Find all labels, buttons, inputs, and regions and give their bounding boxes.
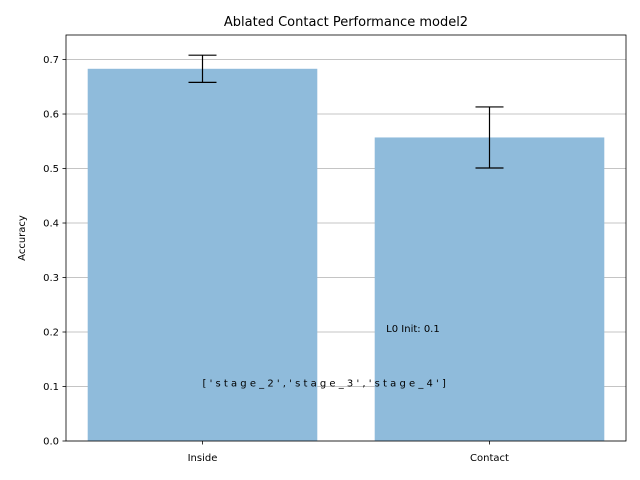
annotation-text: L0 Init: 0.1	[386, 324, 440, 335]
error-bars	[188, 54, 504, 169]
y-tick-label: 0.1	[43, 382, 59, 393]
y-axis-ticks: 0.0 0.1 0.2 0.3 0.4 0.5 0.6 0.7	[43, 55, 66, 448]
x-tick-label: Contact	[470, 453, 509, 464]
y-axis-label: Accuracy	[17, 215, 28, 261]
bars	[87, 68, 605, 442]
y-tick-label: 0.6	[43, 110, 59, 121]
plot-frame	[65, 34, 627, 442]
x-axis-ticks: Inside Contact	[188, 441, 509, 464]
annotations: L0 Init: 0.1 [ ' s t a g e _ 2 ' , ' s t …	[202, 324, 445, 389]
y-tick-label: 0.2	[43, 328, 59, 339]
y-tick-label: 0.7	[43, 55, 59, 66]
bar	[87, 68, 318, 442]
y-tick-label: 0.0	[43, 437, 59, 448]
y-tick-label: 0.3	[43, 273, 59, 284]
y-tick-label: 0.5	[43, 164, 59, 175]
x-tick-label: Inside	[188, 453, 218, 464]
annotation-text: [ ' s t a g e _ 2 ' , ' s t a g e _ 3 ' …	[202, 379, 445, 390]
bar	[374, 137, 605, 442]
y-tick-label: 0.4	[43, 219, 59, 230]
chart-title: Ablated Contact Performance model2	[224, 15, 468, 30]
